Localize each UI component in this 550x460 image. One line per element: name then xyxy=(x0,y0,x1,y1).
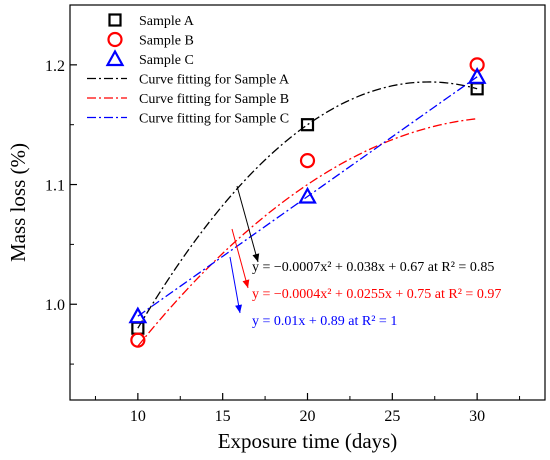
legend: Sample A Sample B Sample C Curve fitting fo… xyxy=(87,13,290,127)
point-square-0-0 xyxy=(131,321,145,335)
legend-fit-label-0: Curve fitting for Sample A xyxy=(139,73,290,88)
equation-arrow-0 xyxy=(236,185,259,263)
legend-marker-1 xyxy=(107,31,123,48)
x-tick-label: 25 xyxy=(384,408,400,425)
equation-arrowhead-0 xyxy=(252,253,260,262)
legend-marker-0 xyxy=(108,13,122,27)
equation-2: y = 0.01x + 0.89 at R² = 1 xyxy=(252,314,397,329)
data-markers xyxy=(128,57,487,348)
legend-fit-label-1: Curve fitting for Sample B xyxy=(139,92,289,107)
x-axis-label: Exposure time (days) xyxy=(218,429,398,453)
x-tick-label: 10 xyxy=(130,408,146,425)
y-tick-label: 1.2 xyxy=(45,58,65,75)
y-tick-label: 1.0 xyxy=(45,297,65,314)
fit-curve-1 xyxy=(137,118,478,347)
point-circle-1-0 xyxy=(130,332,146,348)
point-triangle-2-2 xyxy=(467,67,487,84)
equation-0: y = −0.0007x² + 0.038x + 0.67 at R² = 0.… xyxy=(252,260,494,275)
equation-arrowhead-1 xyxy=(242,279,250,288)
fit-curve-0 xyxy=(137,81,478,329)
point-square-0-2 xyxy=(470,82,484,96)
legend-label-2: Sample C xyxy=(139,53,194,68)
axis-labels: Exposure time (days) Mass loss (%) xyxy=(6,143,397,453)
fit-curves xyxy=(137,76,478,347)
point-triangle-2-0 xyxy=(128,306,148,324)
equation-1: y = −0.0004x² + 0.0255x + 0.75 at R² = 0… xyxy=(252,287,501,302)
axes: 10 15 20 25 30 1.0 1.1 1.2 xyxy=(45,4,546,425)
legend-label-0: Sample A xyxy=(139,14,195,29)
legend-fit-label-2: Curve fitting for Sample C xyxy=(139,112,289,127)
point-circle-1-1 xyxy=(299,153,316,169)
equation-arrow-1 xyxy=(231,228,249,289)
equations: y = −0.0007x² + 0.038x + 0.67 at R² = 0.… xyxy=(252,260,501,329)
legend-label-1: Sample B xyxy=(139,34,194,49)
equation-arrows xyxy=(229,185,260,314)
x-tick-label: 30 xyxy=(469,408,485,425)
x-tick-label: 15 xyxy=(215,408,231,425)
y-axis-label: Mass loss (%) xyxy=(6,143,30,262)
x-tick-label: 20 xyxy=(300,408,316,425)
point-triangle-2-1 xyxy=(298,186,317,204)
legend-marker-2 xyxy=(105,49,125,67)
equation-arrow-2 xyxy=(229,256,241,314)
y-tick-label: 1.1 xyxy=(45,178,65,195)
equation-arrowhead-2 xyxy=(235,304,242,313)
fit-curve-2 xyxy=(137,76,478,317)
point-square-0-1 xyxy=(300,118,315,132)
